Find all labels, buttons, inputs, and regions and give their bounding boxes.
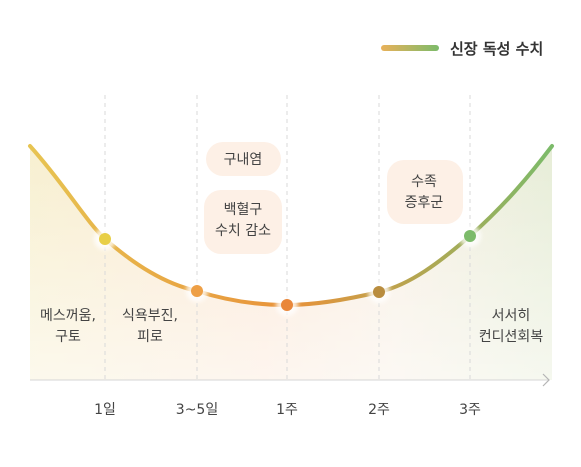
annotation-line: 컨디션회복 bbox=[479, 329, 544, 345]
legend-swatch bbox=[381, 45, 439, 51]
annotation-bubble bbox=[206, 142, 281, 176]
annotation-line: 식욕부진, bbox=[122, 308, 178, 324]
annotation-text: 식욕부진, 피로 bbox=[122, 308, 178, 345]
annotation-line: 구내염 bbox=[224, 152, 263, 168]
series-points bbox=[94, 225, 481, 316]
x-tick-label: 3주 bbox=[459, 402, 481, 418]
x-tick-label: 2주 bbox=[368, 402, 390, 418]
annotation-text: 구내염 bbox=[224, 152, 263, 168]
curve-area-fade bbox=[30, 146, 552, 380]
data-point bbox=[281, 299, 293, 311]
annotation-bubble bbox=[387, 160, 463, 224]
annotation-text: 메스꺼움, 구토 bbox=[40, 308, 96, 345]
annotation-line: 피로 bbox=[137, 329, 163, 345]
annotation-bubble bbox=[204, 190, 282, 254]
annotation-line: 구토 bbox=[55, 329, 81, 345]
data-point bbox=[373, 286, 385, 298]
data-point bbox=[191, 285, 203, 297]
x-tick-labels: 1일 3~5일 1주 2주 3주 bbox=[94, 402, 481, 418]
legend-label: 신장 독성 수치 bbox=[450, 40, 543, 58]
annotation-line: 서서히 bbox=[492, 308, 531, 324]
annotation-line: 백혈구 bbox=[224, 202, 263, 218]
x-tick-label: 3~5일 bbox=[176, 402, 218, 418]
data-point bbox=[464, 230, 476, 242]
annotation-bubbles bbox=[204, 142, 463, 254]
legend: 신장 독성 수치 bbox=[381, 40, 543, 58]
annotation-line: 수치 감소 bbox=[215, 223, 271, 239]
x-axis-arrow-icon bbox=[542, 373, 550, 387]
annotation-line: 메스꺼움, bbox=[40, 308, 96, 324]
annotation-line: 수족 bbox=[411, 174, 437, 190]
data-point bbox=[99, 233, 111, 245]
x-tick-label: 1주 bbox=[276, 402, 298, 418]
annotation-line: 증후군 bbox=[405, 195, 444, 211]
x-tick-label: 1일 bbox=[94, 402, 116, 418]
